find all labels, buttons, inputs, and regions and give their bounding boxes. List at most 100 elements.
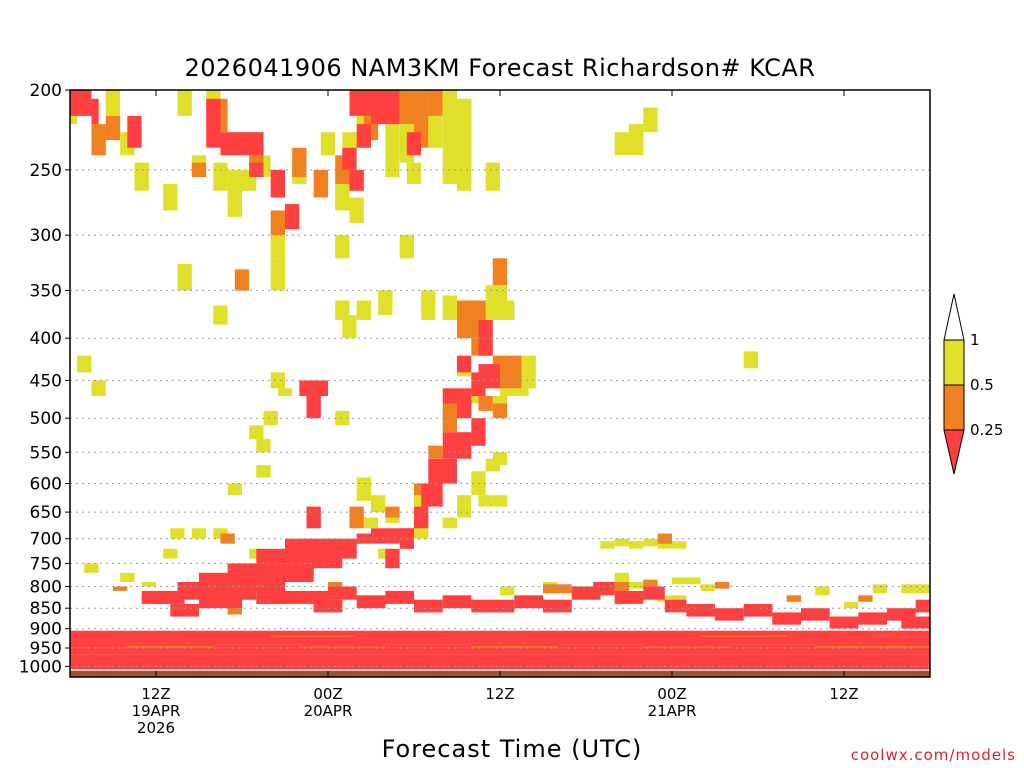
yellow-cell-52 — [270, 372, 285, 389]
y-tick-label-450: 450 — [30, 371, 62, 391]
red-cell-3 — [206, 98, 221, 148]
y-tick-label-950: 950 — [30, 639, 62, 659]
red-cell-26 — [442, 388, 472, 404]
credit-link[interactable]: coolwx.com/models — [851, 746, 1016, 764]
y-tick-label-850: 850 — [30, 599, 62, 619]
yellow-cell-36 — [356, 300, 371, 320]
orange-cell-33 — [643, 579, 658, 587]
red-cell-33 — [256, 548, 343, 569]
red-cell-62 — [858, 612, 887, 625]
red-cell-40 — [256, 586, 285, 604]
red-cell-43 — [328, 586, 357, 600]
red-cell-9 — [349, 169, 364, 191]
red-cell-70 — [70, 662, 930, 670]
yellow-cell-26 — [457, 107, 472, 191]
red-cell-93 — [70, 661, 930, 664]
orange-cell-34 — [715, 582, 730, 589]
colorbar-yellow-bin — [943, 339, 965, 386]
red-cell-45 — [385, 590, 414, 604]
red-cell-18 — [442, 432, 472, 459]
x-tick-label-3-0: 00Z — [657, 685, 686, 703]
orange-cell-19 — [492, 403, 508, 419]
red-cell-55 — [664, 599, 687, 613]
yellow-cell-66 — [457, 495, 472, 507]
yellow-cell-8 — [213, 162, 228, 191]
red-cell-87 — [471, 642, 558, 647]
yellow-cell-38 — [421, 290, 436, 320]
yellow-cell-5 — [177, 90, 192, 116]
red-cell-2 — [127, 115, 142, 148]
red-cell-29 — [306, 506, 321, 529]
yellow-cell-61 — [371, 495, 386, 513]
y-tick-label-800: 800 — [30, 578, 62, 598]
red-cell-84 — [213, 644, 300, 649]
red-cell-67 — [70, 638, 930, 645]
x-axis-label: Forecast Time (UTC) — [382, 735, 643, 763]
yellow-cell-35 — [342, 315, 357, 339]
red-cell-76 — [442, 635, 529, 642]
red-cell-39 — [170, 604, 199, 617]
x-tick-label-3-1: 21APR — [648, 702, 697, 720]
yellow-cell-80 — [213, 528, 228, 539]
yellow-cell-71 — [492, 495, 508, 507]
red-cell-24 — [299, 380, 328, 396]
red-cell-48 — [471, 599, 515, 613]
red-cell-64 — [915, 599, 930, 613]
yellow-cell-58 — [256, 465, 271, 478]
yellow-cell-92 — [600, 541, 615, 549]
yellow-cell-87 — [500, 586, 515, 596]
orange-cell-14 — [492, 258, 508, 286]
x-tick-label-1-1: 20APR — [304, 702, 353, 720]
orange-cell-13 — [234, 269, 250, 291]
yellow-cell-57 — [256, 439, 271, 453]
red-cell-68 — [70, 647, 930, 653]
orange-cell-28 — [113, 586, 128, 591]
yellow-cell-70 — [478, 495, 493, 507]
red-cell-61 — [829, 616, 859, 629]
y-tick-label-400: 400 — [30, 329, 62, 349]
yellow-cell-19 — [385, 124, 400, 177]
yellow-cell-21 — [406, 162, 422, 184]
red-cell-78 — [614, 634, 701, 641]
yellow-cell-37 — [378, 290, 393, 316]
yellow-cell-93 — [614, 538, 629, 547]
red-cell-56 — [686, 604, 715, 617]
yellow-cell-50 — [77, 355, 92, 373]
y-tick-label-1000: 1000 — [19, 657, 62, 677]
red-cell-12 — [371, 90, 400, 125]
yellow-cell-72 — [457, 506, 472, 518]
colorbar: 1 0.5 0.25 — [943, 293, 1003, 475]
red-cell-66 — [70, 630, 930, 636]
y-tick-label-350: 350 — [30, 281, 62, 301]
red-cells — [70, 90, 930, 670]
red-cell-6 — [270, 169, 285, 198]
yellow-cell-39 — [442, 295, 457, 320]
colorbar-top-triangle — [943, 293, 965, 341]
red-cell-52 — [593, 582, 615, 596]
yellow-cell-3 — [134, 162, 149, 191]
yellow-cell-69 — [492, 452, 508, 466]
red-cell-19 — [428, 458, 457, 484]
red-cell-83 — [127, 642, 214, 647]
y-tick-label-250: 250 — [30, 161, 62, 181]
red-cell-42 — [313, 599, 343, 613]
red-cell-75 — [356, 633, 443, 640]
orange-cell-7 — [313, 169, 328, 198]
red-cell-0 — [70, 90, 92, 116]
red-cell-44 — [356, 595, 386, 609]
yellow-cell-30 — [399, 235, 414, 259]
yellow-cell-32 — [213, 305, 228, 325]
red-cell-71 — [70, 632, 113, 641]
yellow-cell-62 — [363, 517, 379, 529]
yellow-cell-4 — [163, 184, 178, 211]
colorbar-bottom-triangle — [943, 429, 965, 475]
orange-cell-36 — [858, 595, 873, 602]
yellow-cell-64 — [414, 495, 429, 507]
red-cell-69 — [70, 654, 930, 661]
yellow-cell-101 — [901, 584, 930, 594]
red-cell-82 — [70, 643, 128, 648]
red-cell-17 — [471, 418, 486, 446]
red-cell-57 — [715, 608, 744, 621]
red-cell-37 — [199, 595, 242, 609]
